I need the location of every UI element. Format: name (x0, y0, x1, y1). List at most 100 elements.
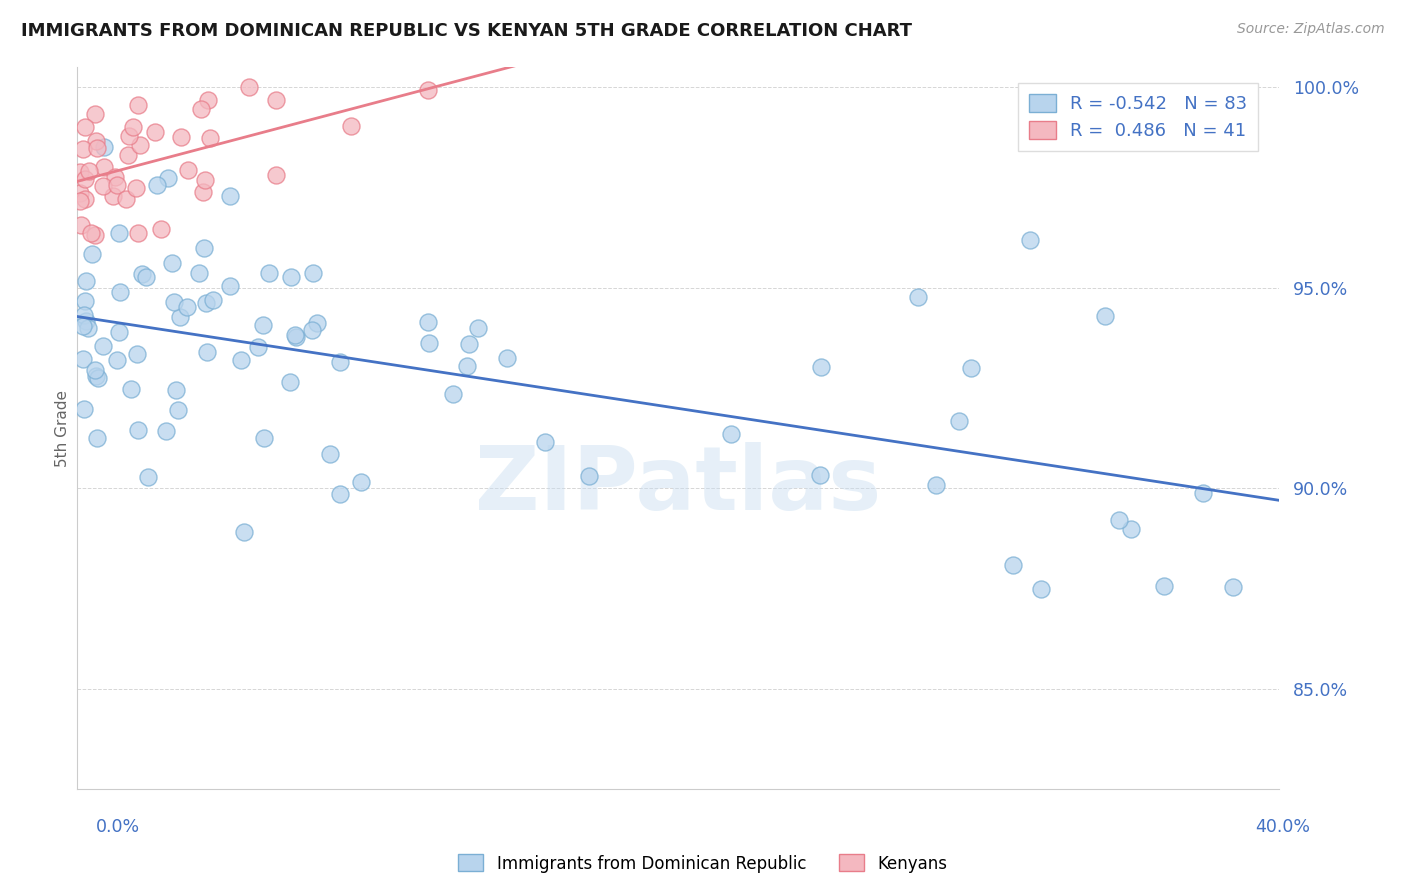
Point (69, 194, 91, 208)
Point (75, 314, 97, 328)
Point (176, 163, 198, 178)
Point (232, 524, 254, 539)
Point (280, 270, 302, 285)
Point (808, 467, 831, 482)
Point (534, 435, 557, 450)
Point (194, 173, 217, 187)
Point (117, 129, 139, 144)
Point (257, 266, 280, 280)
Point (278, 376, 301, 390)
Point (73, 172, 96, 186)
Point (91, 178, 114, 193)
Point (84, 228, 107, 243)
Point (218, 278, 240, 293)
Point (1018, 233, 1040, 247)
Point (72, 351, 94, 366)
Point (87, 370, 110, 384)
Point (150, 221, 173, 235)
Text: 0.0%: 0.0% (96, 818, 139, 836)
Point (418, 83, 440, 97)
Point (1094, 310, 1116, 324)
Point (264, 169, 287, 183)
Point (101, 189, 124, 203)
Point (129, 138, 152, 153)
Point (75, 275, 97, 289)
Point (1119, 522, 1142, 536)
Point (86, 432, 108, 446)
Point (318, 446, 340, 460)
Point (127, 424, 149, 438)
Point (127, 226, 149, 240)
Point (307, 316, 329, 330)
Point (160, 256, 183, 270)
Point (69, 165, 91, 179)
Point (456, 359, 478, 373)
Point (229, 352, 252, 367)
Legend: Immigrants from Dominican Republic, Kenyans: Immigrants from Dominican Republic, Keny… (451, 847, 955, 880)
Point (127, 98, 149, 112)
Point (70, 218, 93, 232)
Point (264, 93, 287, 107)
Point (253, 431, 276, 445)
Point (1222, 581, 1244, 595)
Point (924, 478, 946, 492)
Point (416, 315, 439, 329)
Point (197, 93, 219, 107)
Point (131, 267, 153, 281)
Point (84, 107, 107, 121)
Point (80, 226, 103, 240)
Point (467, 321, 489, 335)
Point (84, 368, 107, 383)
Point (157, 170, 180, 185)
Point (73, 120, 96, 135)
Point (238, 80, 260, 95)
Point (108, 285, 131, 300)
Point (136, 469, 159, 483)
Point (91, 339, 114, 353)
Point (960, 360, 983, 375)
Point (105, 178, 128, 192)
Point (72, 142, 94, 156)
Point (93, 160, 115, 174)
Point (108, 325, 131, 339)
Point (72, 319, 94, 334)
Point (218, 189, 240, 203)
Point (155, 424, 177, 438)
Point (120, 383, 142, 397)
Point (810, 359, 832, 374)
Point (301, 266, 323, 280)
Point (125, 347, 148, 361)
Point (77, 164, 100, 178)
Text: Source: ZipAtlas.com: Source: ZipAtlas.com (1237, 22, 1385, 37)
Point (720, 426, 742, 441)
Point (350, 475, 373, 489)
Point (194, 296, 217, 310)
Point (578, 469, 600, 483)
Point (125, 181, 148, 195)
Point (1108, 513, 1130, 527)
Point (169, 310, 191, 324)
Point (1191, 485, 1213, 500)
Point (104, 169, 127, 184)
Point (496, 351, 519, 365)
Point (73, 192, 96, 206)
Point (165, 383, 187, 397)
Point (84, 134, 107, 148)
Point (86, 141, 108, 155)
Point (82, 247, 104, 261)
Point (202, 293, 225, 307)
Point (329, 354, 352, 368)
Point (169, 129, 191, 144)
Point (441, 386, 464, 401)
Point (143, 125, 166, 139)
Point (195, 345, 218, 359)
Point (418, 335, 440, 350)
Point (340, 119, 363, 133)
Point (285, 330, 308, 344)
Point (190, 102, 212, 116)
Point (252, 318, 274, 333)
Point (1029, 582, 1052, 596)
Point (301, 323, 323, 337)
Point (122, 120, 145, 134)
Point (105, 353, 128, 368)
